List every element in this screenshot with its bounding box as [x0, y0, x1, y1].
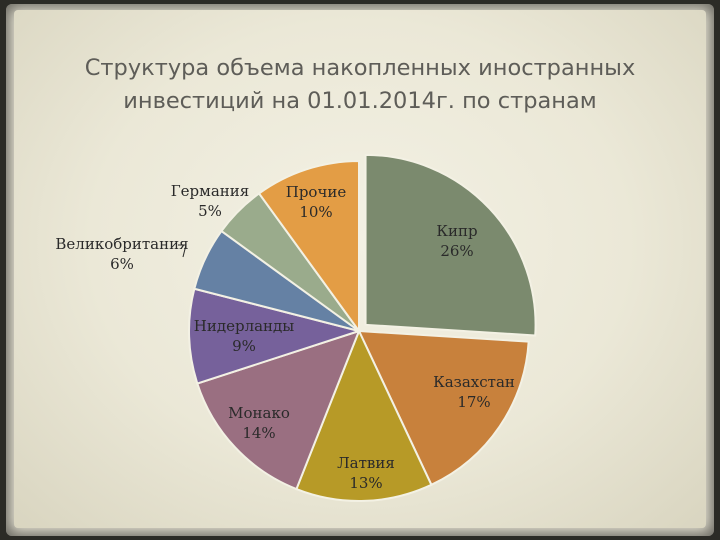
slice-value-2: 17% [457, 393, 490, 411]
title-line-1: Структура объема накопленных иностранных [84, 55, 636, 81]
slice-name-7: Германия [171, 182, 249, 200]
slice-label-5: Нидерланды 9% [194, 317, 294, 355]
slice-label-3: Латвия 13% [337, 454, 395, 492]
slice-label-4: Монако 14% [228, 404, 290, 442]
slice-value-4: 14% [242, 424, 275, 442]
pie-labels: Кипр 26% Казахстан 17% Латвия 13% Монако 14% Нид… [55, 182, 514, 492]
pie-slice-8 [257, 159, 360, 335]
leader-line [178, 244, 187, 258]
slice-value-1: 26% [440, 242, 473, 260]
title-line-2: инвестиций на 01.01.2014г. по странам [123, 88, 597, 114]
slice-label-1: Кипр 26% [436, 222, 477, 260]
slice-name-5: Нидерланды [194, 317, 294, 335]
slice-name-3: Латвия [337, 454, 395, 472]
slice-value-5: 9% [232, 337, 256, 355]
slice-name-2: Казахстан [433, 373, 515, 391]
slice-name-8: Прочие [286, 183, 347, 201]
slice-value-3: 13% [349, 474, 382, 492]
slice-value-6: 6% [110, 255, 134, 273]
slice-name-4: Монако [228, 404, 290, 422]
slice-name-6: Великобритания [55, 235, 188, 253]
pie-slices [187, 153, 537, 502]
slice-label-2: Казахстан 17% [433, 373, 515, 411]
slice-label-6: Великобритания 6% [55, 235, 188, 273]
pie-slice-5 [187, 287, 363, 385]
slide-title: Структура объема накопленных иностранных… [40, 52, 680, 118]
pie-slice-2 [357, 329, 530, 487]
slice-value-7: 5% [198, 202, 222, 220]
slice-name-1: Кипр [436, 222, 477, 240]
slice-label-8: Прочие 10% [286, 183, 347, 221]
pie-slice-3 [295, 328, 433, 502]
slice-label-7: Германия 5% [171, 182, 249, 220]
pie-slice-1 [364, 153, 537, 337]
slice-value-8: 10% [299, 203, 332, 221]
